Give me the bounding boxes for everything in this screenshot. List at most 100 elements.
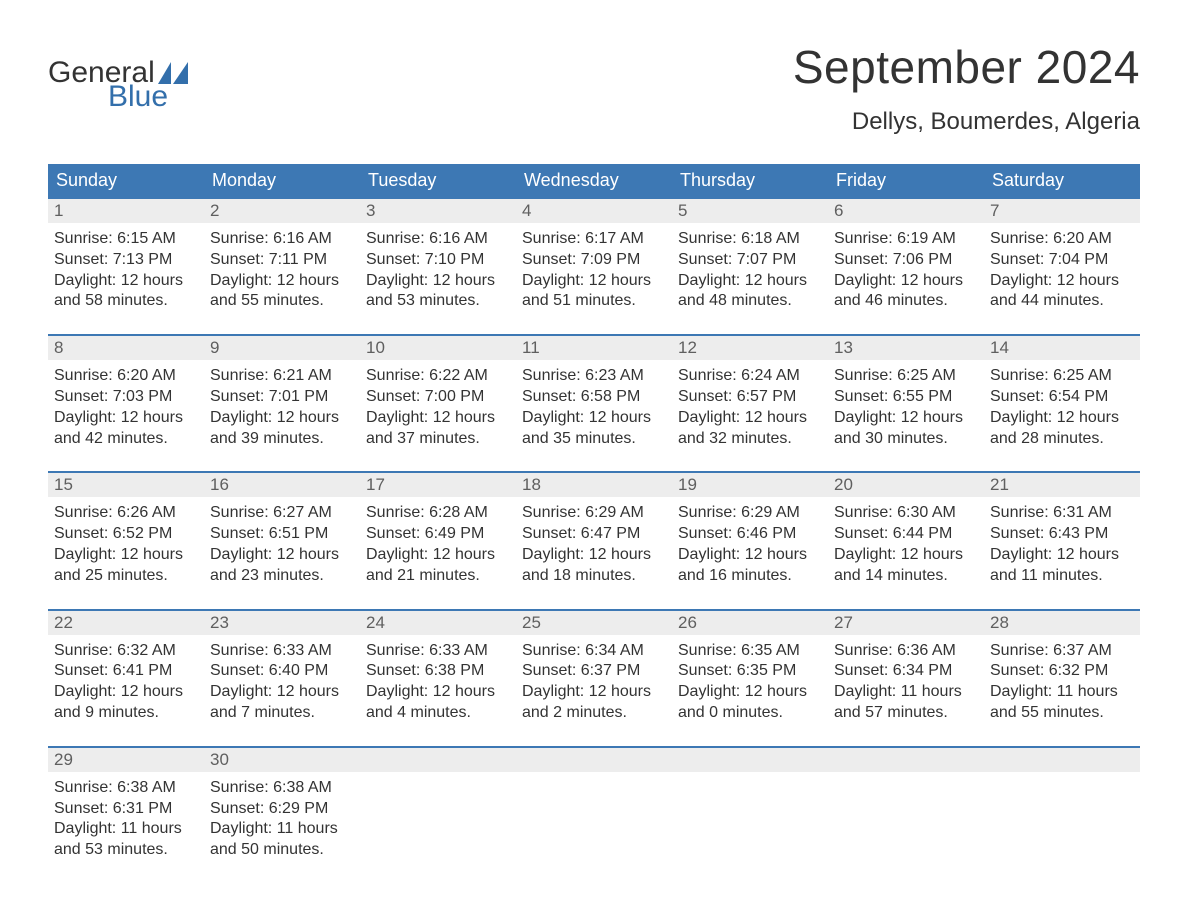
day-cell: Sunrise: 6:27 AMSunset: 6:51 PMDaylight:… [204, 497, 360, 608]
empty-cell [516, 772, 672, 883]
sunset: Sunset: 7:03 PM [54, 387, 196, 408]
day-number: 17 [360, 471, 516, 497]
logo: General Blue [48, 58, 188, 112]
title-block: September 2024 Dellys, Boumerdes, Algeri… [793, 40, 1140, 136]
day-cell: Sunrise: 6:25 AMSunset: 6:55 PMDaylight:… [828, 360, 984, 471]
sunrise: Sunrise: 6:27 AM [210, 503, 352, 524]
daylight: Daylight: 12 hours and 25 minutes. [54, 545, 196, 587]
sunrise: Sunrise: 6:35 AM [678, 641, 820, 662]
daylight: Daylight: 12 hours and 46 minutes. [834, 271, 976, 313]
empty-cell [672, 772, 828, 883]
sunrise: Sunrise: 6:33 AM [366, 641, 508, 662]
daynum-row: 1234567 [48, 197, 1140, 223]
day-number: 10 [360, 334, 516, 360]
dow-fri: Friday [828, 164, 984, 197]
day-number: 20 [828, 471, 984, 497]
daylight: Daylight: 12 hours and 9 minutes. [54, 682, 196, 724]
day-number: 25 [516, 609, 672, 635]
daylight: Daylight: 12 hours and 14 minutes. [834, 545, 976, 587]
day-cell: Sunrise: 6:33 AMSunset: 6:40 PMDaylight:… [204, 635, 360, 746]
day-cell: Sunrise: 6:37 AMSunset: 6:32 PMDaylight:… [984, 635, 1140, 746]
day-number: 2 [204, 197, 360, 223]
day-number: 14 [984, 334, 1140, 360]
daylight: Daylight: 12 hours and 51 minutes. [522, 271, 664, 313]
day-cell: Sunrise: 6:24 AMSunset: 6:57 PMDaylight:… [672, 360, 828, 471]
day-cell: Sunrise: 6:15 AMSunset: 7:13 PMDaylight:… [48, 223, 204, 334]
sunrise: Sunrise: 6:32 AM [54, 641, 196, 662]
sunrise: Sunrise: 6:30 AM [834, 503, 976, 524]
day-number: 18 [516, 471, 672, 497]
daylight: Daylight: 12 hours and 11 minutes. [990, 545, 1132, 587]
day-number: 12 [672, 334, 828, 360]
empty-daynum [672, 746, 828, 772]
sunset: Sunset: 7:10 PM [366, 250, 508, 271]
day-number: 23 [204, 609, 360, 635]
dow-wed: Wednesday [516, 164, 672, 197]
day-cell: Sunrise: 6:22 AMSunset: 7:00 PMDaylight:… [360, 360, 516, 471]
day-number: 5 [672, 197, 828, 223]
daylight: Daylight: 12 hours and 18 minutes. [522, 545, 664, 587]
daylight: Daylight: 11 hours and 50 minutes. [210, 819, 352, 861]
day-number: 6 [828, 197, 984, 223]
sunset: Sunset: 7:04 PM [990, 250, 1132, 271]
dow-row: Sunday Monday Tuesday Wednesday Thursday… [48, 164, 1140, 197]
daylight: Daylight: 12 hours and 58 minutes. [54, 271, 196, 313]
sunrise: Sunrise: 6:20 AM [54, 366, 196, 387]
dow-sat: Saturday [984, 164, 1140, 197]
day-cell: Sunrise: 6:33 AMSunset: 6:38 PMDaylight:… [360, 635, 516, 746]
sunrise: Sunrise: 6:25 AM [990, 366, 1132, 387]
day-number: 26 [672, 609, 828, 635]
day-number: 7 [984, 197, 1140, 223]
day-number: 9 [204, 334, 360, 360]
day-number: 30 [204, 746, 360, 772]
calendar-table: Sunday Monday Tuesday Wednesday Thursday… [48, 164, 1140, 883]
daylight: Daylight: 12 hours and 21 minutes. [366, 545, 508, 587]
day-cell: Sunrise: 6:38 AMSunset: 6:29 PMDaylight:… [204, 772, 360, 883]
sunset: Sunset: 6:52 PM [54, 524, 196, 545]
daylight: Daylight: 12 hours and 44 minutes. [990, 271, 1132, 313]
sunrise: Sunrise: 6:24 AM [678, 366, 820, 387]
day-cell: Sunrise: 6:16 AMSunset: 7:10 PMDaylight:… [360, 223, 516, 334]
daynum-row: 15161718192021 [48, 471, 1140, 497]
sunrise: Sunrise: 6:38 AM [210, 778, 352, 799]
daylight: Daylight: 12 hours and 30 minutes. [834, 408, 976, 450]
daylight: Daylight: 12 hours and 16 minutes. [678, 545, 820, 587]
day-cell: Sunrise: 6:17 AMSunset: 7:09 PMDaylight:… [516, 223, 672, 334]
empty-cell [360, 772, 516, 883]
sunrise: Sunrise: 6:23 AM [522, 366, 664, 387]
day-number: 4 [516, 197, 672, 223]
daylight: Daylight: 12 hours and 2 minutes. [522, 682, 664, 724]
day-number: 1 [48, 197, 204, 223]
sunrise: Sunrise: 6:21 AM [210, 366, 352, 387]
sunset: Sunset: 6:32 PM [990, 661, 1132, 682]
daylight: Daylight: 12 hours and 4 minutes. [366, 682, 508, 724]
day-number: 16 [204, 471, 360, 497]
content-row: Sunrise: 6:20 AMSunset: 7:03 PMDaylight:… [48, 360, 1140, 471]
sunset: Sunset: 6:54 PM [990, 387, 1132, 408]
sunset: Sunset: 6:34 PM [834, 661, 976, 682]
content-row: Sunrise: 6:15 AMSunset: 7:13 PMDaylight:… [48, 223, 1140, 334]
location: Dellys, Boumerdes, Algeria [793, 108, 1140, 136]
daynum-row: 22232425262728 [48, 609, 1140, 635]
daylight: Daylight: 12 hours and 39 minutes. [210, 408, 352, 450]
daylight: Daylight: 12 hours and 0 minutes. [678, 682, 820, 724]
sunrise: Sunrise: 6:29 AM [678, 503, 820, 524]
dow-tue: Tuesday [360, 164, 516, 197]
sunset: Sunset: 6:35 PM [678, 661, 820, 682]
sunset: Sunset: 6:29 PM [210, 799, 352, 820]
day-cell: Sunrise: 6:25 AMSunset: 6:54 PMDaylight:… [984, 360, 1140, 471]
sunset: Sunset: 7:01 PM [210, 387, 352, 408]
day-cell: Sunrise: 6:28 AMSunset: 6:49 PMDaylight:… [360, 497, 516, 608]
daylight: Daylight: 12 hours and 7 minutes. [210, 682, 352, 724]
content-row: Sunrise: 6:38 AMSunset: 6:31 PMDaylight:… [48, 772, 1140, 883]
day-number: 19 [672, 471, 828, 497]
day-cell: Sunrise: 6:18 AMSunset: 7:07 PMDaylight:… [672, 223, 828, 334]
content-row: Sunrise: 6:26 AMSunset: 6:52 PMDaylight:… [48, 497, 1140, 608]
sunrise: Sunrise: 6:29 AM [522, 503, 664, 524]
empty-daynum [360, 746, 516, 772]
sunset: Sunset: 6:47 PM [522, 524, 664, 545]
day-number: 11 [516, 334, 672, 360]
daylight: Daylight: 12 hours and 42 minutes. [54, 408, 196, 450]
day-number: 28 [984, 609, 1140, 635]
sunset: Sunset: 7:09 PM [522, 250, 664, 271]
